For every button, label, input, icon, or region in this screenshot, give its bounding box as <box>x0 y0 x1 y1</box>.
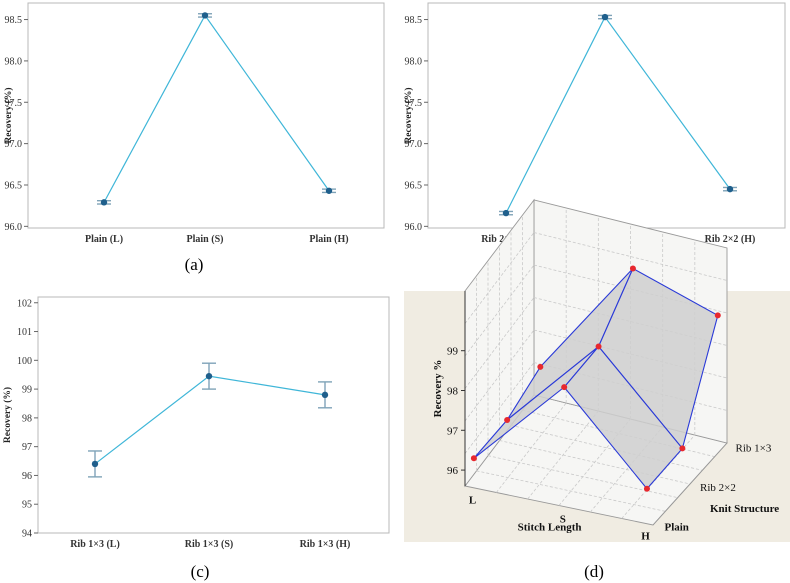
x-tick-label: H <box>641 530 650 542</box>
y-tick-label: 96 <box>22 471 32 482</box>
y-tick-label: Rib 1×3 <box>736 443 772 455</box>
y-tick-label: 96.5 <box>405 180 423 191</box>
y-tick-label: 97.0 <box>405 139 423 150</box>
y-tick-label: 95 <box>22 500 32 511</box>
z-tick-label: 97 <box>447 425 459 437</box>
y-axis-label: Knit Structure <box>710 503 779 515</box>
grid-line <box>464 362 535 454</box>
grid-line <box>533 232 728 281</box>
data-point <box>100 199 108 206</box>
x-tick-label: L <box>469 495 476 507</box>
y-tick-label: 96.5 <box>5 180 23 191</box>
y-tick-label: 96.0 <box>5 222 23 233</box>
y-tick-label: 97.5 <box>5 98 23 109</box>
data-point <box>601 13 609 21</box>
grid-line <box>510 424 703 471</box>
y-tick-label: 96.0 <box>405 222 423 233</box>
surface-point <box>537 363 544 370</box>
x-tick-label: Rib 1×3 (L) <box>70 539 120 550</box>
y-tick-label: 98.5 <box>405 15 423 26</box>
y-tick-label: 98.0 <box>405 56 423 67</box>
chart-panel-1: 96.0 96.5 97.0 97.5 98.0 98.5 Recovery (%) Plai… <box>3 2 385 245</box>
x-tick-label: Rib 1×3 (H) <box>300 539 351 550</box>
panel-caption: (d) <box>584 562 604 581</box>
z-tick-label: 96 <box>447 465 459 477</box>
x-axis-label: Stitch Length <box>518 522 582 534</box>
grid-line <box>476 470 666 512</box>
y-tick-label: 97 <box>22 442 32 453</box>
panel-caption: (a) <box>185 255 204 274</box>
y-tick-label: 98 <box>22 413 32 424</box>
surface-point <box>643 485 650 492</box>
data-point <box>91 460 99 468</box>
data-point <box>726 185 734 193</box>
plot-frame <box>27 2 385 229</box>
plot-frame <box>427 2 786 229</box>
data-point <box>502 209 510 217</box>
floor-edge <box>652 442 728 526</box>
chart-panel-3: 94 95 96 97 98 99 100 101 102 Recovery (%) Rib 1×3… <box>2 296 390 550</box>
data-point <box>321 391 329 399</box>
surface-point <box>714 312 721 319</box>
x-tick-label: Plain (H) <box>309 234 348 245</box>
z-tick-label: 99 <box>447 346 459 358</box>
y-tick-label: 101 <box>17 327 32 338</box>
grid-line <box>522 409 715 458</box>
chart-panel-2: 96.0 96.5 97.0 97.5 98.0 98.5 Recovery (%) Rib … <box>403 2 786 245</box>
data-point <box>325 187 333 194</box>
plot-frame <box>37 296 390 534</box>
surface-point <box>470 455 477 462</box>
y-tick-label: 102 <box>17 298 32 309</box>
grid-line <box>464 329 535 422</box>
x-tick-label: S <box>560 513 566 525</box>
grid-line <box>464 297 535 389</box>
y-axis-label: Recovery (%) <box>2 387 13 443</box>
surface-point <box>679 445 686 452</box>
grid-line <box>464 264 535 357</box>
y-axis-label: Recovery (%) <box>3 87 14 143</box>
y-tick-label: 99 <box>22 385 32 396</box>
data-point <box>201 12 209 19</box>
x-tick-label: Plain (L) <box>85 234 123 245</box>
x-tick-label: Rib 1×3 (S) <box>185 539 233 550</box>
grid-line <box>590 426 663 513</box>
y-tick-label: Rib 2×2 <box>700 482 736 494</box>
z-axis-label: Recovery % <box>432 360 444 418</box>
panel-caption: (c) <box>191 562 210 581</box>
x-tick-label: Rib 2×2 (H) <box>705 234 756 245</box>
y-tick-label: 97.0 <box>5 139 23 150</box>
surface-point <box>595 343 602 350</box>
z-tick-label: 98 <box>447 385 459 397</box>
surface-point <box>561 384 568 391</box>
surface-point <box>504 416 511 423</box>
y-tick-label: 94 <box>22 529 32 540</box>
y-axis-label: Recovery (%) <box>403 87 414 143</box>
grid-line <box>464 232 535 324</box>
y-tick-label: 98.0 <box>5 56 23 67</box>
data-point <box>205 372 213 380</box>
y-tick-label: 100 <box>17 356 32 367</box>
y-tick-label: 98.5 <box>5 15 23 26</box>
y-tick-label: Plain <box>664 521 688 533</box>
x-tick-label: Plain (S) <box>187 234 224 245</box>
y-tick-label: 97.5 <box>405 98 423 109</box>
surface-point <box>629 265 636 272</box>
